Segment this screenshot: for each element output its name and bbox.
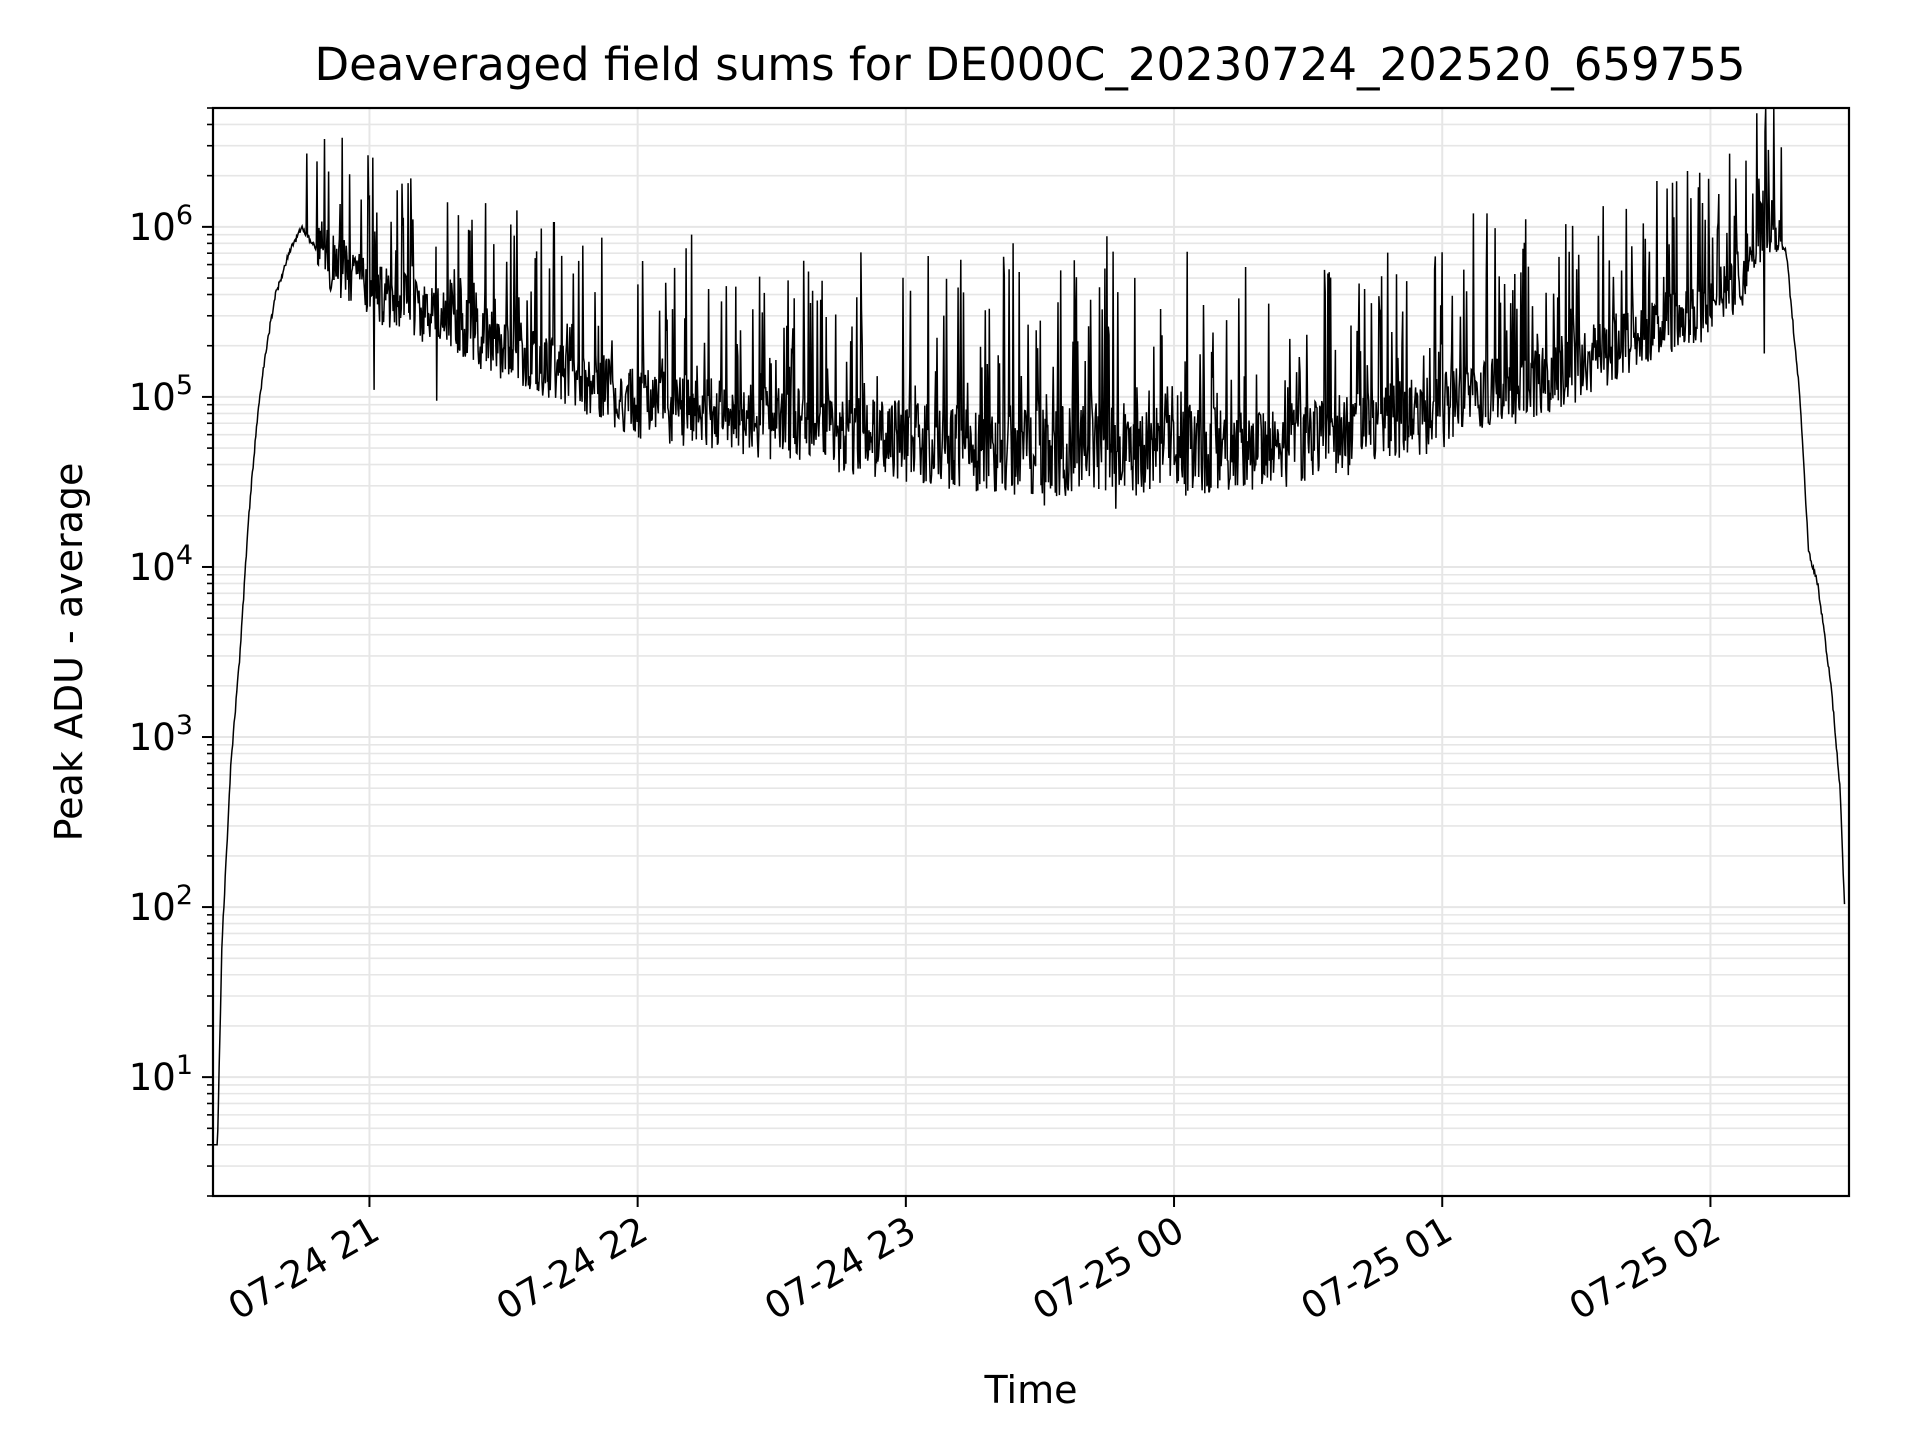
y-tick-label: 104: [129, 540, 193, 589]
plot-frame: [211, 106, 1851, 1198]
y-axis-label: Peak ADU - average: [47, 463, 91, 842]
series-group: [213, 107, 1846, 1146]
y-tick-label: 106: [129, 200, 193, 249]
x-axis-label: Time: [984, 1368, 1078, 1412]
chart-title: Deaveraged field sums for DE000C_2023072…: [314, 38, 1745, 91]
y-tick-label: 102: [129, 880, 193, 929]
y-tick-label: 103: [129, 710, 193, 759]
grid: [213, 107, 1849, 1197]
y-tick-label: 105: [129, 370, 193, 419]
data-series-line: [213, 107, 1846, 1146]
y-axis-ticks: 101 102 103 104 105 106: [129, 107, 213, 1197]
y-tick-label: 101: [129, 1050, 193, 1099]
